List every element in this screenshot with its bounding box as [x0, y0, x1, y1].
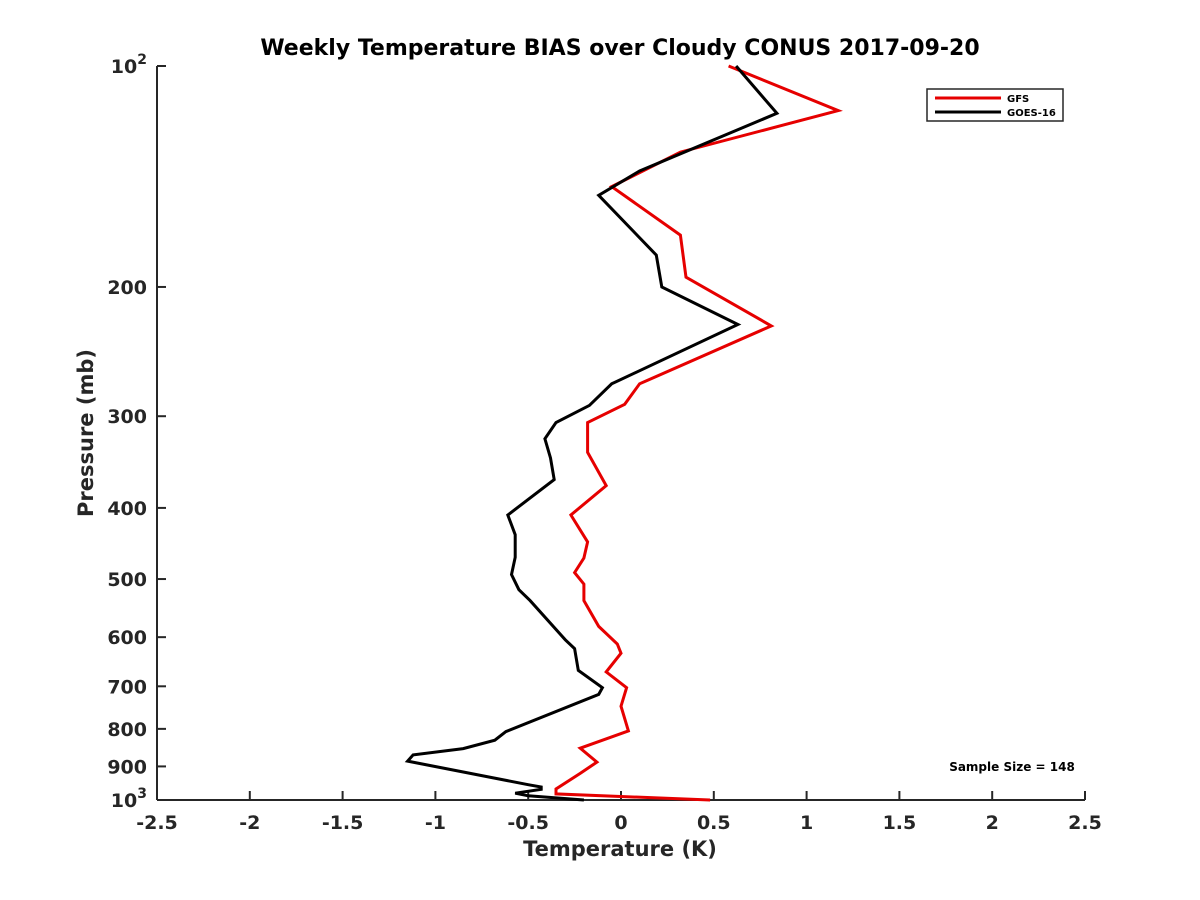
x-axis-label: Temperature (K): [523, 837, 717, 861]
x-tick-label: -1.5: [322, 812, 364, 834]
y-tick-label: 600: [107, 627, 147, 649]
series-line-goes-16: [404, 65, 780, 802]
legend-label: GOES-16: [1007, 108, 1056, 119]
series-line-gfs: [554, 64, 843, 802]
x-tick-label: 1: [800, 812, 813, 834]
data-series: [404, 64, 843, 802]
y-tick-label: 700: [107, 676, 147, 698]
y-tick-label: 500: [107, 569, 147, 591]
y-axis-ticks: 102 200 300 400 500 600 700 800 900 103: [107, 52, 166, 812]
chart-title: Weekly Temperature BIAS over Cloudy CONU…: [260, 36, 979, 61]
x-tick-label: -2.5: [136, 812, 178, 834]
y-axis-label: Pressure (mb): [74, 349, 98, 517]
x-tick-label: 0.5: [697, 812, 731, 834]
y-tick-label: 400: [107, 498, 147, 520]
x-tick-label: -1: [425, 812, 446, 834]
x-axis-ticks: -2.5 -2 -1.5 -1 -0.5 0 0.5 1 1.5 2 2.5: [136, 791, 1102, 834]
y-tick-label: 200: [107, 277, 147, 299]
x-tick-label: 0: [614, 812, 627, 834]
x-tick-label: 2.5: [1068, 812, 1102, 834]
legend-label: GFS: [1007, 94, 1029, 105]
legend: GFS GOES-16: [926, 88, 1064, 122]
y-tick-label: 800: [107, 719, 147, 741]
y-tick-label: 300: [107, 406, 147, 428]
x-tick-label: 1.5: [883, 812, 917, 834]
y-tick-label: 900: [107, 756, 147, 778]
y-tick-label: 102: [111, 52, 147, 78]
x-tick-label: -2: [239, 812, 260, 834]
plot-area: [156, 66, 1085, 801]
y-tick-label: 103: [111, 786, 147, 812]
sample-size-annotation: Sample Size = 148: [949, 760, 1075, 774]
x-tick-label: 2: [986, 812, 999, 834]
x-tick-label: -0.5: [507, 812, 549, 834]
legend-box: [926, 88, 1064, 122]
